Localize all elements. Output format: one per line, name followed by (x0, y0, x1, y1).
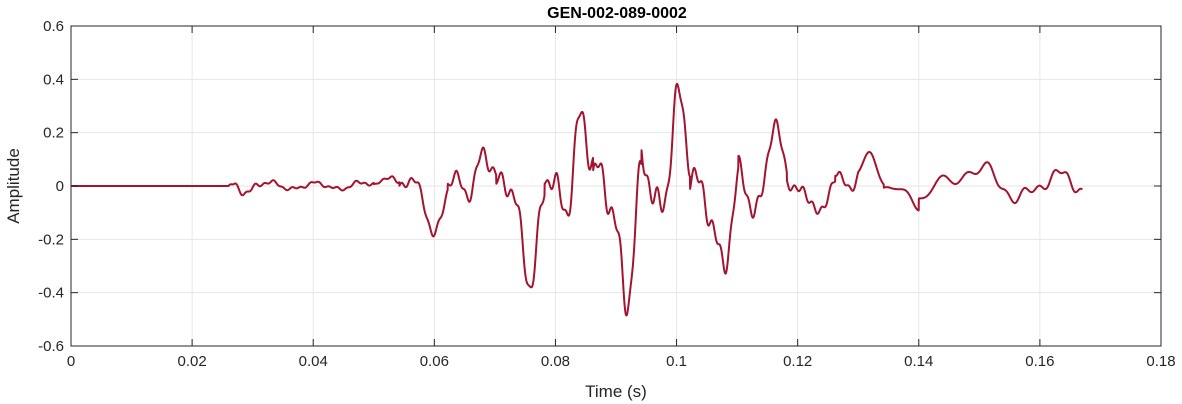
x-tick-label: 0.16 (1025, 353, 1054, 370)
x-tick-label: 0.14 (904, 353, 933, 370)
series-layer (70, 82, 1084, 317)
x-tick-label: 0 (67, 353, 75, 370)
y-axis-label: Amplitude (4, 148, 23, 224)
x-tick-label: 0.06 (420, 353, 449, 370)
y-tick-label: -0.4 (38, 285, 64, 302)
y-tick-label: 0.6 (43, 18, 64, 35)
x-tick-label: 0.18 (1146, 353, 1175, 370)
grid (70, 25, 1162, 347)
x-axis-label: Time (s) (585, 382, 647, 401)
x-tick-label: 0.12 (783, 353, 812, 370)
y-tick-label: 0.4 (43, 71, 64, 88)
series-line (70, 82, 1084, 317)
x-tick-label: 0.04 (299, 353, 328, 370)
y-tick-label: 0 (56, 178, 64, 195)
tick-layer: 0 0.02 0.04 0.06 0.08 0.1 0.12 0.14 0.16 0.18 -0.6… (38, 18, 1175, 370)
y-tick-label: 0.2 (43, 125, 64, 142)
y-tick-label: -0.6 (38, 338, 64, 355)
y-tick-label: -0.2 (38, 231, 64, 248)
chart-title: GEN-002-089-0002 (547, 5, 687, 22)
x-tick-label: 0.08 (541, 353, 570, 370)
x-tick-label: 0.02 (178, 353, 207, 370)
x-tick-label: 0.1 (666, 353, 687, 370)
